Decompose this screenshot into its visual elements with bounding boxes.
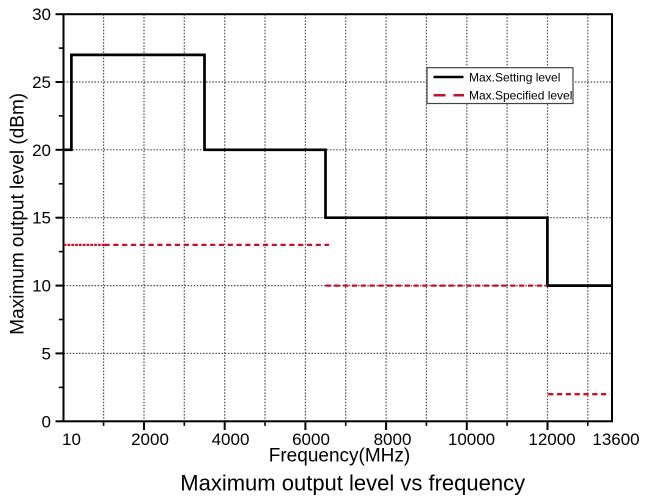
svg-text:5: 5 (42, 344, 51, 363)
svg-text:0: 0 (42, 412, 51, 431)
svg-text:20: 20 (32, 141, 51, 160)
svg-text:10000: 10000 (448, 430, 495, 449)
svg-text:Max.Specified level: Max.Specified level (469, 89, 572, 103)
svg-text:10: 10 (62, 430, 81, 449)
svg-text:10: 10 (32, 277, 51, 296)
svg-text:Maximum output level (dBm): Maximum output level (dBm) (8, 93, 29, 335)
svg-text:Maximum output level vs freque: Maximum output level vs frequency (180, 471, 525, 496)
svg-text:13600: 13600 (592, 430, 639, 449)
svg-text:30: 30 (32, 5, 51, 24)
svg-text:Frequency(MHz): Frequency(MHz) (269, 446, 410, 467)
svg-text:Max.Setting level: Max.Setting level (469, 70, 560, 84)
svg-text:12000: 12000 (528, 430, 575, 449)
svg-text:25: 25 (32, 73, 51, 92)
svg-text:15: 15 (32, 209, 51, 228)
svg-text:4000: 4000 (212, 430, 250, 449)
svg-text:8000: 8000 (374, 430, 412, 449)
svg-text:6000: 6000 (292, 430, 330, 449)
svg-text:2000: 2000 (131, 430, 169, 449)
